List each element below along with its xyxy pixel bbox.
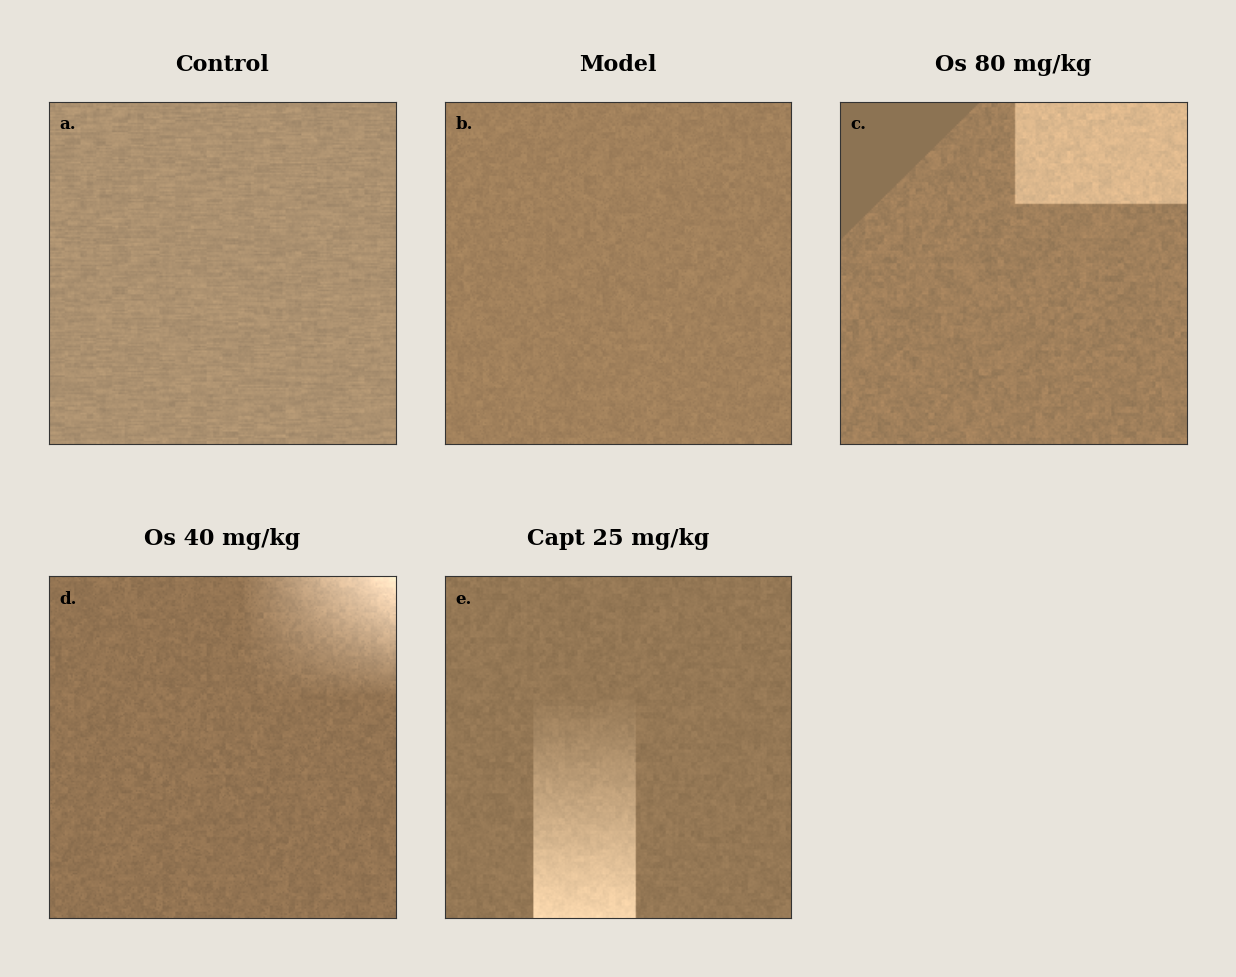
Text: e.: e. [455,590,472,607]
Text: b.: b. [455,116,473,133]
Text: d.: d. [59,590,78,607]
Text: c.: c. [850,116,866,133]
Text: Capt 25 mg/kg: Capt 25 mg/kg [527,528,709,550]
Text: a.: a. [59,116,77,133]
Text: Os 40 mg/kg: Os 40 mg/kg [145,528,300,550]
Text: Os 80 mg/kg: Os 80 mg/kg [936,54,1091,76]
Text: Model: Model [580,54,656,76]
Text: Control: Control [176,54,269,76]
